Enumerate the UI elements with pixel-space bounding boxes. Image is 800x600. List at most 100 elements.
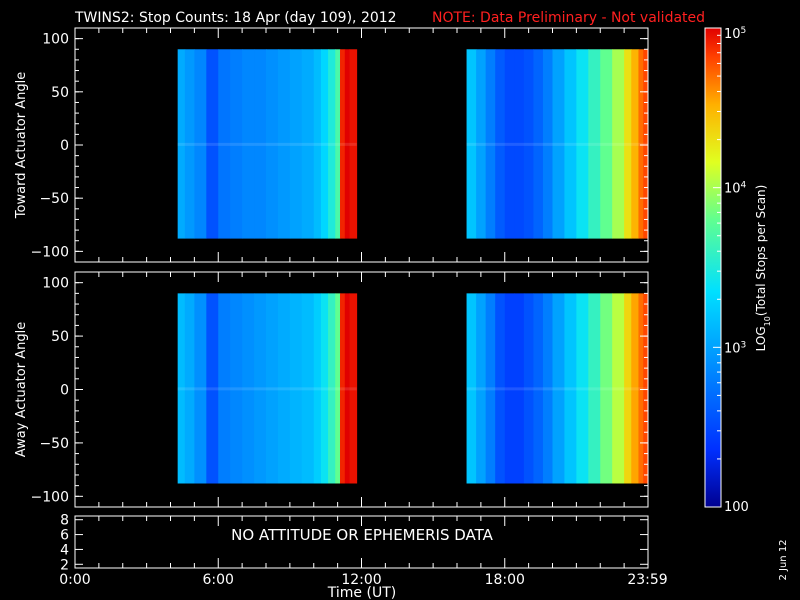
heatmap-column: [289, 49, 303, 239]
preliminary-note: NOTE: Data Preliminary - Not validated: [432, 10, 705, 26]
heatmap-column: [638, 293, 644, 484]
colorbar-label-prefix: LOG: [754, 326, 768, 351]
heatmap-column: [552, 293, 565, 484]
heatmap-column: [624, 293, 632, 484]
heatmap-column: [230, 293, 243, 484]
y-tick-label: −50: [39, 436, 69, 452]
heatmap-column: [638, 49, 644, 239]
heatmap-column: [328, 293, 336, 484]
heatmap-column: [335, 49, 341, 239]
heatmap-column: [631, 49, 639, 239]
heatmap-column: [600, 49, 613, 239]
heatmap-column: [533, 293, 544, 484]
colorbar-tick-label: 104: [724, 181, 747, 197]
heatmap-column: [313, 49, 322, 239]
heatmap-column: [184, 293, 195, 484]
zero-angle-band: [177, 142, 357, 146]
heatmap-column: [218, 293, 231, 484]
y-tick-label: 4: [60, 542, 69, 558]
heatmap-column: [624, 49, 632, 239]
heatmap-column: [194, 49, 207, 239]
heatmap-column: [504, 49, 515, 239]
colorbar-label-sub: 10: [763, 316, 772, 326]
y-axis-label: Toward Actuator Angle: [14, 72, 29, 219]
heatmap-column: [542, 49, 553, 239]
heatmap-column: [576, 49, 589, 239]
heatmap-column: [533, 49, 544, 239]
heatmap-block: [177, 293, 358, 484]
heatmap-column: [266, 293, 279, 484]
heatmap-column: [495, 49, 506, 239]
colorbar-label-text: LOG10(Total Stops per Scan): [754, 185, 772, 352]
heatmap-column: [349, 293, 358, 484]
heatmap-column: [514, 49, 525, 239]
heatmap-column: [301, 49, 315, 239]
heatmap-column: [230, 49, 243, 239]
heatmap-column: [564, 293, 577, 484]
heatmap-column: [523, 49, 534, 239]
heatmap-column: [194, 293, 207, 484]
no-data-message: NO ATTITUDE OR EPHEMERIS DATA: [231, 526, 494, 544]
heatmap-column: [612, 49, 625, 239]
heatmap-column: [289, 293, 303, 484]
heatmap-column: [523, 293, 534, 484]
heatmap-block: [466, 293, 648, 484]
heatmap-column: [335, 293, 341, 484]
heatmap-column: [277, 293, 291, 484]
heatmap-column: [612, 293, 625, 484]
side-date-text: 2 Jun 12: [778, 539, 789, 580]
heatmap-column: [320, 293, 329, 484]
y-axis-label-text: Away Actuator Angle: [14, 322, 29, 457]
heatmap-column: [328, 49, 336, 239]
y-tick-label: −100: [31, 489, 69, 505]
y-tick-label: 100: [42, 276, 69, 292]
heatmap-block: [466, 49, 648, 239]
y-tick-label: 0: [60, 383, 69, 399]
heatmap-column: [349, 49, 358, 239]
x-tick-label: 18:00: [485, 572, 525, 588]
away-angle-panel: 100 50 0 −50 −100 Away Actuator Angle: [14, 271, 649, 508]
heatmap-column: [600, 293, 613, 484]
x-tick-label: 23:59: [627, 572, 667, 588]
heatmap-column: [476, 49, 487, 239]
y-tick-label: 2: [60, 557, 69, 573]
heatmap-column: [277, 49, 291, 239]
heatmap-column: [320, 49, 329, 239]
y-tick-label: 8: [60, 513, 69, 529]
zero-angle-band: [177, 387, 357, 391]
heatmap-column: [340, 49, 346, 239]
y-tick-label: 100: [42, 32, 69, 48]
heatmap-column: [177, 49, 186, 239]
colorbar-label: LOG10(Total Stops per Scan): [754, 185, 772, 352]
zero-angle-band: [466, 142, 648, 146]
heatmap-column: [242, 293, 255, 484]
colorbar-ticks: 100 103 104 105: [713, 26, 749, 515]
heatmap-column: [266, 49, 279, 239]
heatmap-column: [177, 293, 186, 484]
heatmap-column: [340, 293, 346, 484]
heatmap-column: [576, 293, 589, 484]
heatmap-column: [206, 293, 219, 484]
heatmap-column: [206, 49, 219, 239]
heatmap-column: [184, 49, 195, 239]
colorbar-label-suffix: (Total Stops per Scan): [754, 185, 768, 316]
y-tick-label: 50: [51, 329, 69, 345]
zero-angle-band: [466, 387, 648, 391]
chart-title: TWINS2: Stop Counts: 18 Apr (day 109), 2…: [74, 10, 397, 26]
heatmap-column: [301, 293, 315, 484]
heatmap-column: [344, 49, 350, 239]
colorbar-tick-label: 105: [724, 26, 746, 42]
y-axis-label-text: Toward Actuator Angle: [14, 72, 29, 219]
y-tick-label: 6: [60, 528, 69, 544]
heatmap-column: [254, 49, 267, 239]
heatmap-column: [588, 49, 601, 239]
heatmap-column: [485, 293, 496, 484]
toward-angle-panel: 100 50 0 −50 −100 Toward Actuator Angle: [14, 27, 649, 263]
colorbar-tick-label: 100: [724, 500, 749, 515]
heatmap-column: [631, 293, 639, 484]
x-tick-label: 6:00: [203, 572, 234, 588]
side-date: 2 Jun 12: [778, 539, 789, 580]
y-tick-label: −100: [31, 244, 69, 260]
heatmap-column: [495, 293, 506, 484]
y-tick-label: 50: [51, 85, 69, 101]
